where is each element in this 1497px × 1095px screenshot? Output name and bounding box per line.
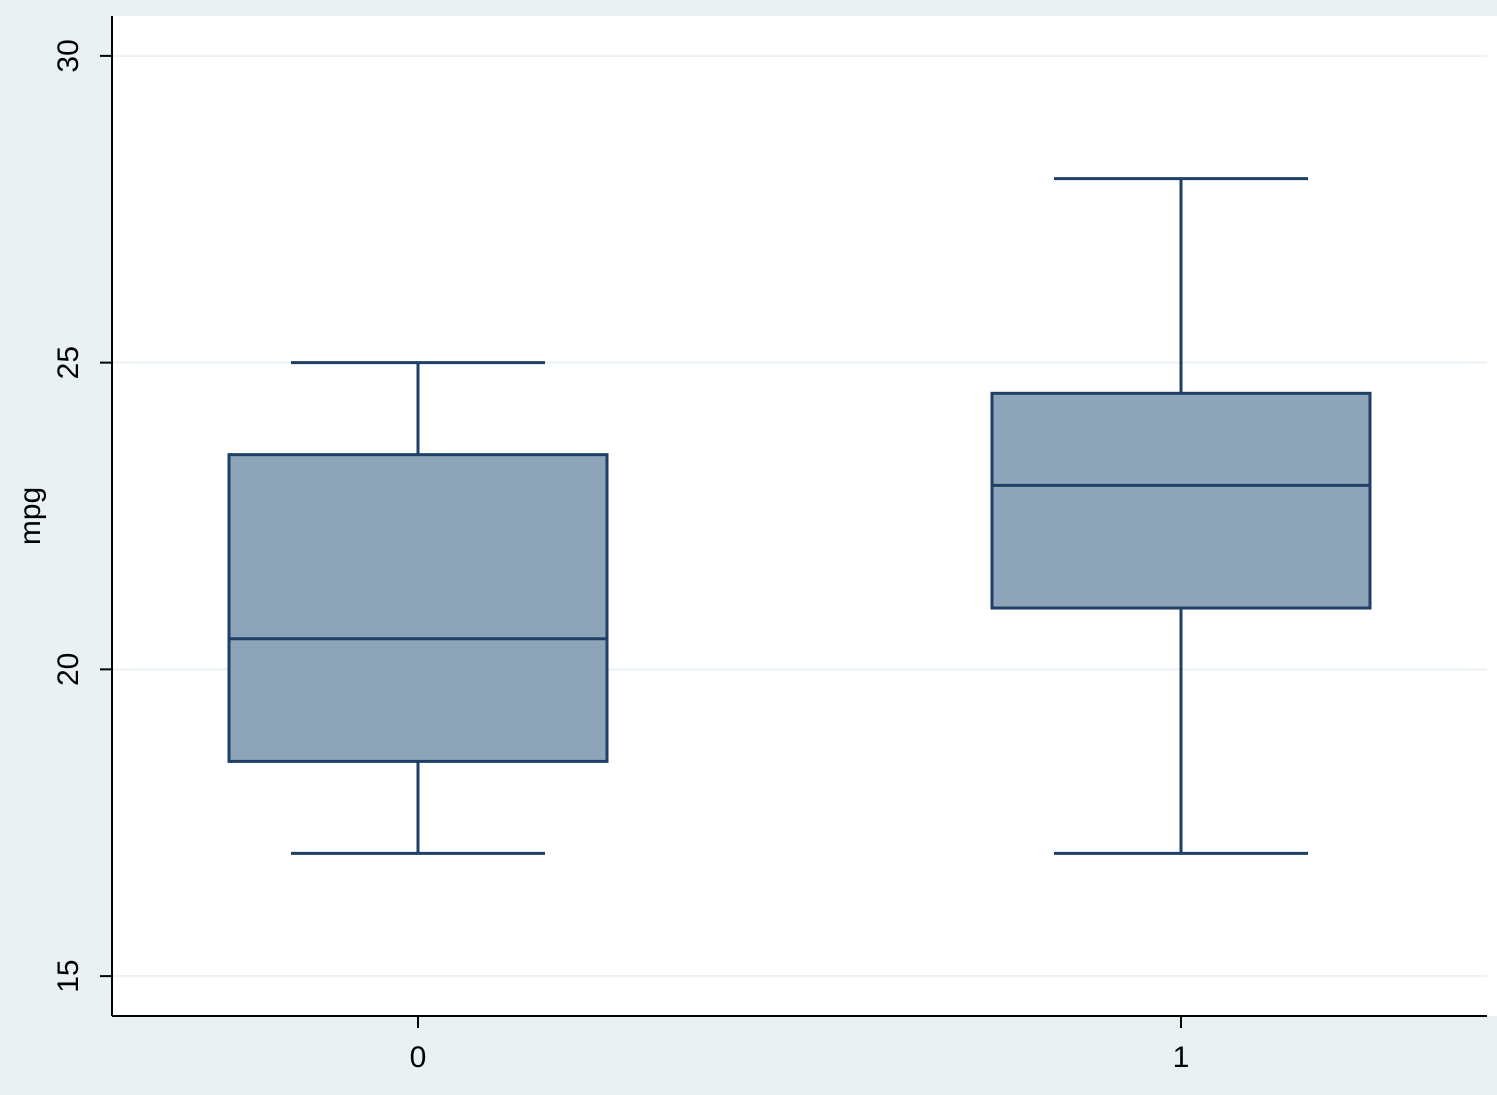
gridlines	[112, 54, 1487, 978]
y-tick-label-30: 30	[52, 39, 85, 72]
box-0	[227, 361, 609, 855]
boxes	[227, 177, 1372, 855]
y-tick-label-25: 25	[52, 346, 85, 379]
iqr-box-0	[227, 453, 609, 763]
x-tick-label-1: 1	[1173, 1041, 1190, 1074]
box-1	[990, 177, 1372, 855]
y-tick-label-20: 20	[52, 653, 85, 686]
axes	[111, 16, 1487, 1017]
y-tick-label-15: 15	[52, 959, 85, 992]
x-tick-label-0: 0	[410, 1041, 427, 1074]
y-axis-label: mpg	[14, 487, 47, 545]
iqr-box-1	[990, 391, 1372, 610]
y-ticks: 15 20 25 30	[52, 39, 112, 993]
